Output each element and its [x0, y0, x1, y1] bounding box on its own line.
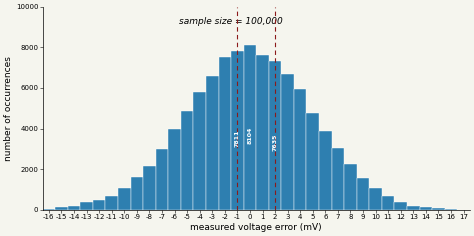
Bar — [118, 188, 130, 210]
Bar — [332, 148, 344, 210]
Bar — [369, 188, 382, 210]
Bar — [219, 58, 231, 210]
Bar — [43, 209, 55, 210]
Text: 8104: 8104 — [247, 127, 253, 144]
Bar — [256, 55, 269, 210]
Bar — [93, 200, 105, 210]
Bar — [105, 196, 118, 210]
Bar — [294, 89, 307, 210]
Bar — [419, 207, 432, 210]
Bar — [307, 113, 319, 210]
Bar — [193, 92, 206, 210]
X-axis label: measured voltage error (mV): measured voltage error (mV) — [191, 223, 322, 232]
Bar — [244, 45, 256, 210]
Bar — [269, 60, 282, 210]
Bar — [382, 196, 394, 210]
Bar — [130, 177, 143, 210]
Bar — [55, 207, 68, 210]
Bar — [407, 206, 419, 210]
Text: sample size = 100,000: sample size = 100,000 — [179, 17, 283, 26]
Y-axis label: number of occurrences: number of occurrences — [4, 56, 13, 161]
Bar — [319, 131, 332, 210]
Bar — [445, 209, 457, 210]
Bar — [143, 166, 155, 210]
Bar — [155, 149, 168, 210]
Bar — [68, 206, 80, 210]
Bar — [394, 202, 407, 210]
Bar — [168, 129, 181, 210]
Bar — [181, 111, 193, 210]
Bar — [344, 164, 357, 210]
Bar — [80, 202, 93, 210]
Bar — [282, 74, 294, 210]
Bar — [206, 76, 219, 210]
Bar — [357, 178, 369, 210]
Text: 7635: 7635 — [273, 134, 278, 152]
Text: 7811: 7811 — [235, 130, 240, 147]
Bar — [231, 51, 244, 210]
Bar — [432, 208, 445, 210]
